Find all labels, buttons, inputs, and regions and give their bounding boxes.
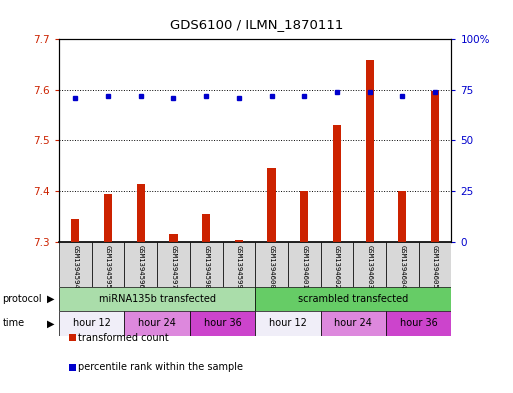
Bar bbox=[124, 311, 190, 336]
Bar bbox=[333, 125, 341, 242]
Text: transformed count: transformed count bbox=[77, 332, 168, 343]
Bar bbox=[169, 234, 177, 242]
Text: hour 36: hour 36 bbox=[204, 318, 242, 329]
Bar bbox=[124, 242, 157, 287]
Bar bbox=[386, 311, 451, 336]
Bar bbox=[235, 240, 243, 242]
Bar bbox=[190, 242, 223, 287]
Bar bbox=[255, 242, 288, 287]
Bar bbox=[190, 311, 255, 336]
Bar bbox=[288, 242, 321, 287]
Text: hour 24: hour 24 bbox=[334, 318, 372, 329]
Text: GSM1394604: GSM1394604 bbox=[400, 245, 405, 289]
Text: GSM1394597: GSM1394597 bbox=[170, 245, 176, 289]
Bar bbox=[431, 91, 439, 242]
Bar bbox=[104, 194, 112, 242]
Text: ▶: ▶ bbox=[47, 318, 54, 329]
Bar bbox=[419, 242, 451, 287]
Bar bbox=[136, 184, 145, 242]
Bar bbox=[386, 242, 419, 287]
Bar bbox=[92, 242, 125, 287]
Text: hour 12: hour 12 bbox=[269, 318, 307, 329]
Text: ▶: ▶ bbox=[47, 294, 54, 304]
Text: hour 24: hour 24 bbox=[138, 318, 176, 329]
Bar bbox=[223, 242, 255, 287]
Bar bbox=[353, 242, 386, 287]
Text: miRNA135b transfected: miRNA135b transfected bbox=[98, 294, 215, 304]
Bar bbox=[59, 311, 124, 336]
Text: GSM1394603: GSM1394603 bbox=[367, 245, 372, 289]
Text: hour 36: hour 36 bbox=[400, 318, 438, 329]
Bar bbox=[202, 214, 210, 242]
Text: GSM1394601: GSM1394601 bbox=[301, 245, 307, 289]
Text: GSM1394595: GSM1394595 bbox=[105, 245, 111, 289]
Bar bbox=[157, 242, 190, 287]
Text: GSM1394596: GSM1394596 bbox=[138, 245, 144, 289]
Bar bbox=[255, 287, 451, 311]
Bar bbox=[59, 287, 255, 311]
Bar bbox=[321, 311, 386, 336]
Bar bbox=[267, 168, 275, 242]
Text: percentile rank within the sample: percentile rank within the sample bbox=[77, 362, 243, 372]
Text: hour 12: hour 12 bbox=[73, 318, 111, 329]
Text: GSM1394600: GSM1394600 bbox=[269, 245, 274, 289]
Bar bbox=[398, 191, 406, 242]
Bar bbox=[255, 311, 321, 336]
Bar bbox=[321, 242, 353, 287]
Bar bbox=[366, 60, 374, 242]
Bar bbox=[71, 219, 80, 242]
Bar bbox=[300, 191, 308, 242]
Text: protocol: protocol bbox=[3, 294, 42, 304]
Text: GSM1394599: GSM1394599 bbox=[236, 245, 242, 289]
Text: scrambled transfected: scrambled transfected bbox=[298, 294, 408, 304]
Text: GSM1394598: GSM1394598 bbox=[203, 245, 209, 289]
Text: GDS6100 / ILMN_1870111: GDS6100 / ILMN_1870111 bbox=[170, 18, 343, 31]
Bar bbox=[59, 242, 92, 287]
Text: GSM1394602: GSM1394602 bbox=[334, 245, 340, 289]
Text: GSM1394605: GSM1394605 bbox=[432, 245, 438, 289]
Text: GSM1394594: GSM1394594 bbox=[72, 245, 78, 289]
Text: time: time bbox=[3, 318, 25, 329]
